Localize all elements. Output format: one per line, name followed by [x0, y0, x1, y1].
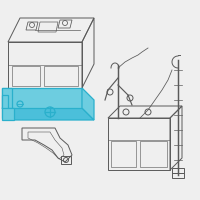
Polygon shape [2, 108, 14, 120]
Polygon shape [82, 88, 94, 120]
Polygon shape [2, 88, 12, 108]
Polygon shape [2, 88, 82, 108]
Polygon shape [2, 108, 94, 120]
Polygon shape [2, 95, 8, 118]
